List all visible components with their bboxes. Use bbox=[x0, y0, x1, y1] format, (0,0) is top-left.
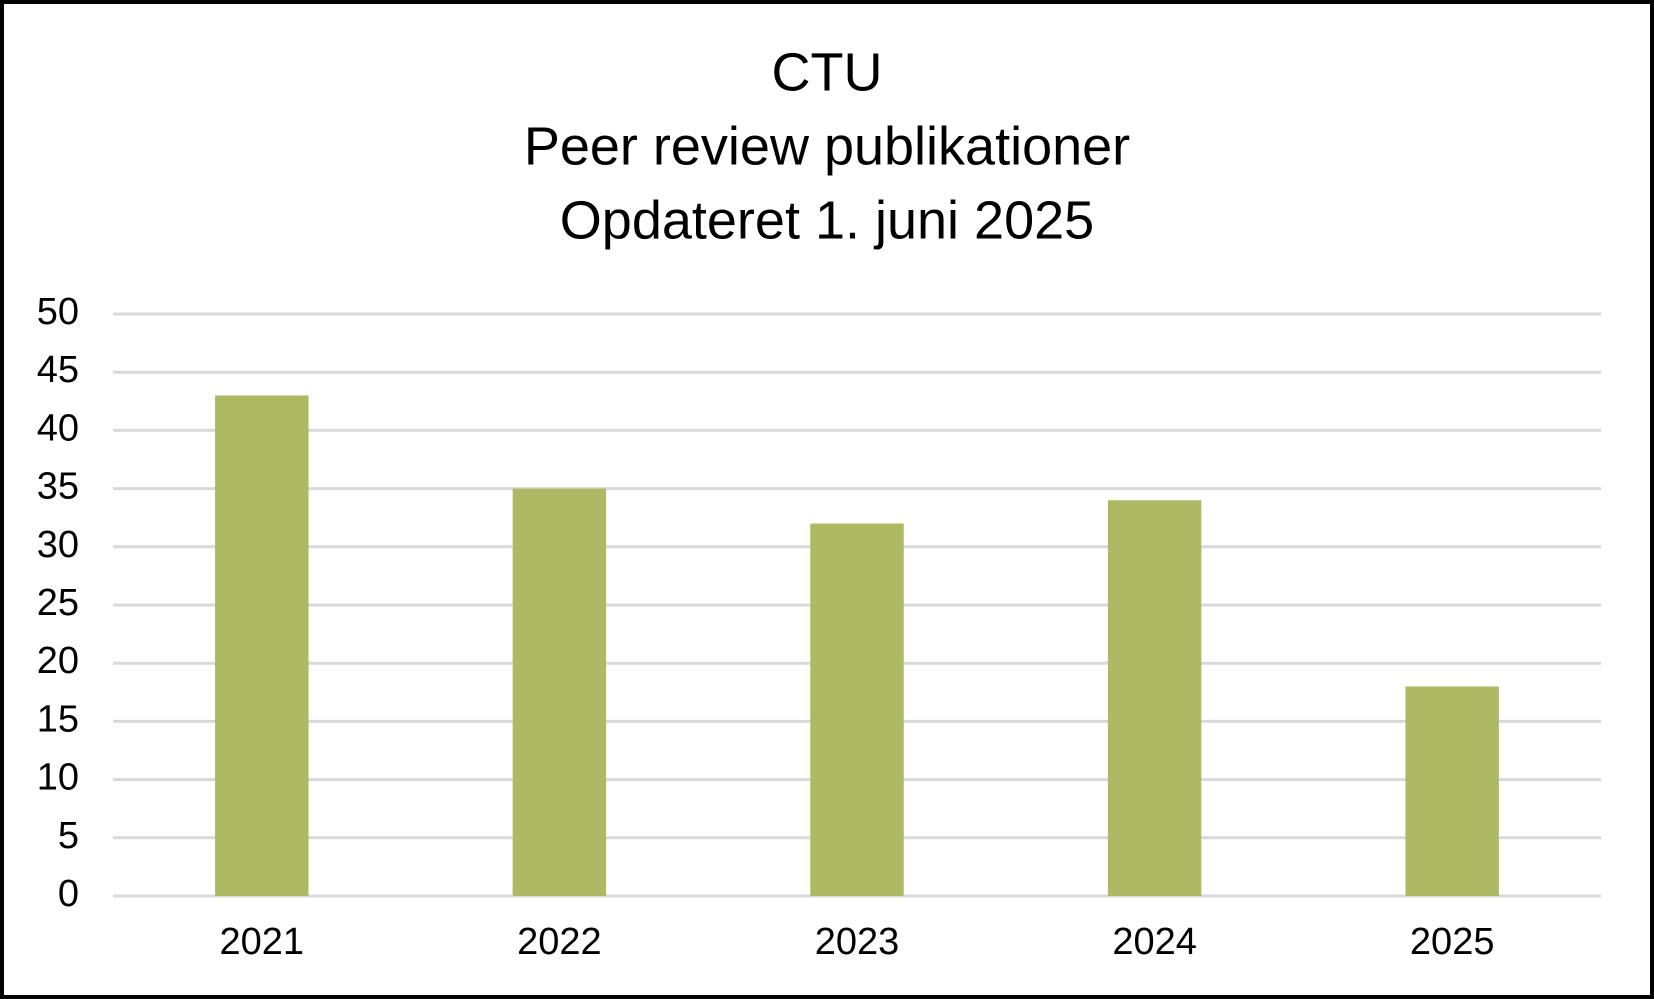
x-tick-label: 2025 bbox=[1410, 921, 1495, 963]
x-tick-label: 2022 bbox=[517, 921, 602, 963]
bar bbox=[215, 395, 309, 896]
bar bbox=[1405, 686, 1499, 896]
chart-title: CTU bbox=[772, 42, 883, 102]
y-tick-label: 15 bbox=[37, 698, 79, 740]
y-tick-label: 25 bbox=[37, 582, 79, 624]
y-tick-label: 30 bbox=[37, 524, 79, 566]
y-tick-label: 50 bbox=[37, 291, 79, 333]
chart-title: Opdateret 1. juni 2025 bbox=[560, 190, 1094, 250]
y-tick-label: 0 bbox=[58, 873, 79, 915]
bar bbox=[810, 523, 904, 896]
y-tick-label: 40 bbox=[37, 407, 79, 449]
y-tick-label: 20 bbox=[37, 640, 79, 682]
bar bbox=[512, 488, 607, 896]
y-tick-label: 45 bbox=[37, 349, 79, 391]
y-tick-label: 35 bbox=[37, 466, 79, 508]
x-tick-label: 2021 bbox=[220, 921, 305, 963]
y-tick-label: 10 bbox=[37, 757, 79, 799]
bar bbox=[1107, 500, 1202, 896]
x-tick-label: 2023 bbox=[815, 921, 900, 963]
chart-title: Peer review publikationer bbox=[524, 116, 1130, 176]
y-tick-label: 5 bbox=[58, 815, 79, 857]
x-tick-label: 2024 bbox=[1112, 921, 1197, 963]
